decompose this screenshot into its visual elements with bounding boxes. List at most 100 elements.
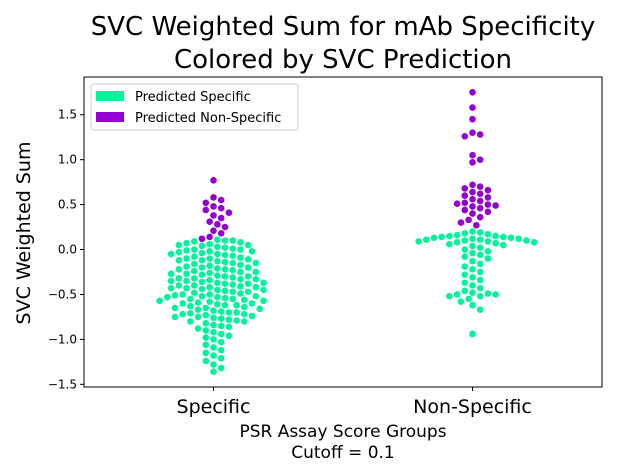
x-axis-label-line-2: Cutoff = 0.1 [291,443,395,463]
point-predicted-specific [175,248,183,256]
point-predicted-specific [244,256,252,263]
point-predicted-non-specific [469,188,476,196]
point-predicted-specific [198,257,206,264]
point-predicted-non-specific [210,194,217,201]
point-predicted-non-specific [469,151,476,159]
point-predicted-non-specific [214,221,221,228]
point-predicted-non-specific [484,186,492,194]
point-predicted-non-specific [217,214,225,222]
chart-title-line-1: SVC Weighted Sum for mAb Specificity [91,12,596,42]
point-predicted-specific [202,334,210,341]
point-predicted-specific [206,255,213,262]
point-predicted-specific [206,262,213,269]
point-predicted-specific [221,294,229,302]
point-predicted-specific [233,309,240,316]
point-predicted-specific [206,276,213,284]
point-predicted-specific [469,289,476,296]
y-tick-label: −0.5 [48,287,77,301]
point-predicted-non-specific [461,185,469,192]
point-predicted-specific [167,270,175,278]
point-predicted-specific [469,242,476,250]
point-predicted-specific [190,253,198,261]
point-predicted-specific [194,306,202,314]
point-predicted-specific [248,248,256,255]
point-predicted-non-specific [469,203,476,210]
point-predicted-specific [446,232,453,240]
point-predicted-specific [492,291,499,298]
point-predicted-specific [210,328,217,336]
point-predicted-non-specific [476,190,484,198]
point-predicted-specific [229,237,237,244]
point-predicted-specific [244,264,252,271]
point-predicted-specific [461,263,469,270]
y-tick-label: 0.5 [58,198,77,212]
point-predicted-specific [469,228,476,235]
point-predicted-specific [210,336,217,343]
point-predicted-specific [233,317,240,324]
point-predicted-non-specific [206,233,213,241]
point-predicted-specific [202,311,210,319]
point-predicted-specific [187,302,194,310]
point-predicted-specific [237,246,244,253]
y-tick-label: −1.5 [48,377,77,391]
point-predicted-specific [214,250,221,258]
point-predicted-specific [469,301,476,309]
point-predicted-specific [221,244,229,252]
point-predicted-specific [190,267,198,275]
point-predicted-specific [202,319,210,327]
point-predicted-specific [244,280,252,287]
point-predicted-non-specific [469,195,476,203]
point-predicted-non-specific [210,212,217,219]
point-predicted-specific [484,255,492,262]
point-predicted-specific [515,235,522,243]
point-predicted-specific [179,291,186,298]
point-predicted-specific [461,271,469,278]
point-predicted-specific [260,286,267,294]
point-predicted-specific [210,352,217,359]
point-predicted-specific [248,312,256,320]
point-predicted-specific [469,274,476,281]
point-predicted-specific [229,295,237,303]
point-predicted-specific [430,234,438,242]
point-predicted-specific [256,305,264,313]
legend-swatch-predicted-specific [96,91,124,101]
point-predicted-specific [214,286,221,294]
point-predicted-non-specific [484,201,492,208]
point-predicted-non-specific [453,200,461,207]
point-predicted-specific [260,297,267,305]
point-predicted-non-specific [476,156,484,163]
point-predicted-specific [187,318,194,325]
point-predicted-specific [225,309,233,316]
point-predicted-specific [229,274,237,281]
point-predicted-specific [156,297,163,305]
point-predicted-non-specific [473,221,480,229]
point-predicted-specific [484,238,492,245]
point-predicted-specific [244,273,252,280]
point-predicted-non-specific [461,199,469,207]
point-predicted-specific [469,235,476,243]
point-predicted-specific [461,230,469,237]
point-predicted-specific [194,313,202,321]
point-predicted-specific [248,300,256,307]
point-predicted-specific [438,233,446,241]
point-predicted-specific [221,251,229,259]
point-predicted-specific [461,279,469,287]
point-predicted-specific [484,290,492,297]
point-predicted-specific [476,292,484,300]
point-predicted-non-specific [469,115,476,123]
y-tick-label: 1.0 [58,153,77,167]
point-predicted-specific [221,258,229,266]
point-predicted-specific [221,301,229,309]
point-predicted-specific [241,296,248,304]
point-predicted-specific [210,321,217,329]
point-predicted-specific [175,257,183,264]
point-predicted-specific [237,239,244,246]
point-predicted-specific [252,292,260,300]
point-predicted-non-specific [476,183,484,190]
point-predicted-specific [237,254,244,261]
point-predicted-specific [183,277,190,285]
point-predicted-specific [476,268,484,276]
point-predicted-non-specific [221,223,229,231]
point-predicted-specific [214,279,221,287]
